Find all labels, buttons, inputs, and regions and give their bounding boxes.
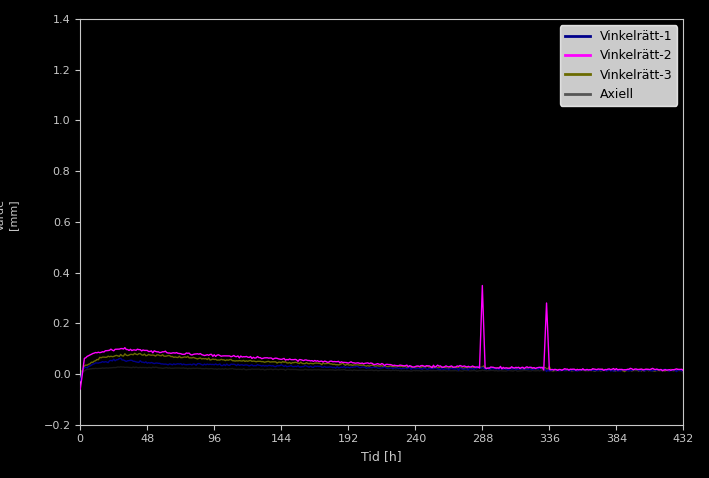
Vinkelrätt-1 — [76, 378, 84, 383]
Axiell — [679, 371, 688, 377]
Vinkelrätt-1 — [220, 361, 228, 367]
Vinkelrätt-1 — [679, 367, 688, 373]
Axiell — [132, 364, 140, 370]
Vinkelrätt-3 — [132, 351, 140, 357]
Axiell — [428, 368, 436, 374]
Vinkelrätt-2 — [432, 363, 440, 369]
Vinkelrätt-3 — [433, 365, 442, 371]
Vinkelrätt-3 — [130, 350, 139, 356]
Vinkelrätt-1 — [433, 366, 442, 372]
Line: Vinkelrätt-2: Vinkelrätt-2 — [80, 285, 683, 389]
Vinkelrätt-1 — [132, 359, 140, 365]
Vinkelrätt-3 — [220, 357, 228, 363]
Line: Vinkelrätt-1: Vinkelrätt-1 — [80, 358, 683, 380]
Line: Axiell: Axiell — [80, 367, 683, 374]
Vinkelrätt-1 — [116, 356, 125, 361]
Vinkelrätt-2 — [130, 347, 139, 353]
Axiell — [116, 364, 125, 369]
Vinkelrätt-3 — [105, 354, 113, 359]
Vinkelrätt-2 — [562, 366, 570, 372]
Axiell — [562, 368, 570, 373]
Axiell — [433, 368, 442, 373]
Line: Vinkelrätt-3: Vinkelrätt-3 — [80, 353, 683, 374]
Axiell — [220, 367, 228, 372]
Vinkelrätt-2 — [478, 282, 486, 288]
Vinkelrätt-1 — [562, 367, 570, 373]
Legend: Vinkelrätt-1, Vinkelrätt-2, Vinkelrätt-3, Axiell: Vinkelrätt-1, Vinkelrätt-2, Vinkelrätt-3… — [559, 25, 677, 106]
Vinkelrätt-3 — [76, 371, 84, 377]
Vinkelrätt-2 — [76, 386, 84, 392]
Vinkelrätt-2 — [218, 353, 227, 359]
Vinkelrätt-3 — [428, 364, 436, 369]
Vinkelrätt-2 — [105, 348, 113, 353]
Vinkelrätt-2 — [426, 364, 435, 369]
Vinkelrätt-3 — [562, 368, 570, 373]
Axiell — [76, 371, 84, 377]
Vinkelrätt-1 — [428, 366, 436, 371]
Text: Värde
[mm]: Värde [mm] — [0, 199, 18, 231]
X-axis label: Tid [h]: Tid [h] — [362, 450, 402, 463]
Vinkelrätt-2 — [679, 368, 688, 374]
Vinkelrätt-3 — [679, 367, 688, 373]
Axiell — [105, 365, 113, 370]
Vinkelrätt-1 — [105, 358, 113, 364]
